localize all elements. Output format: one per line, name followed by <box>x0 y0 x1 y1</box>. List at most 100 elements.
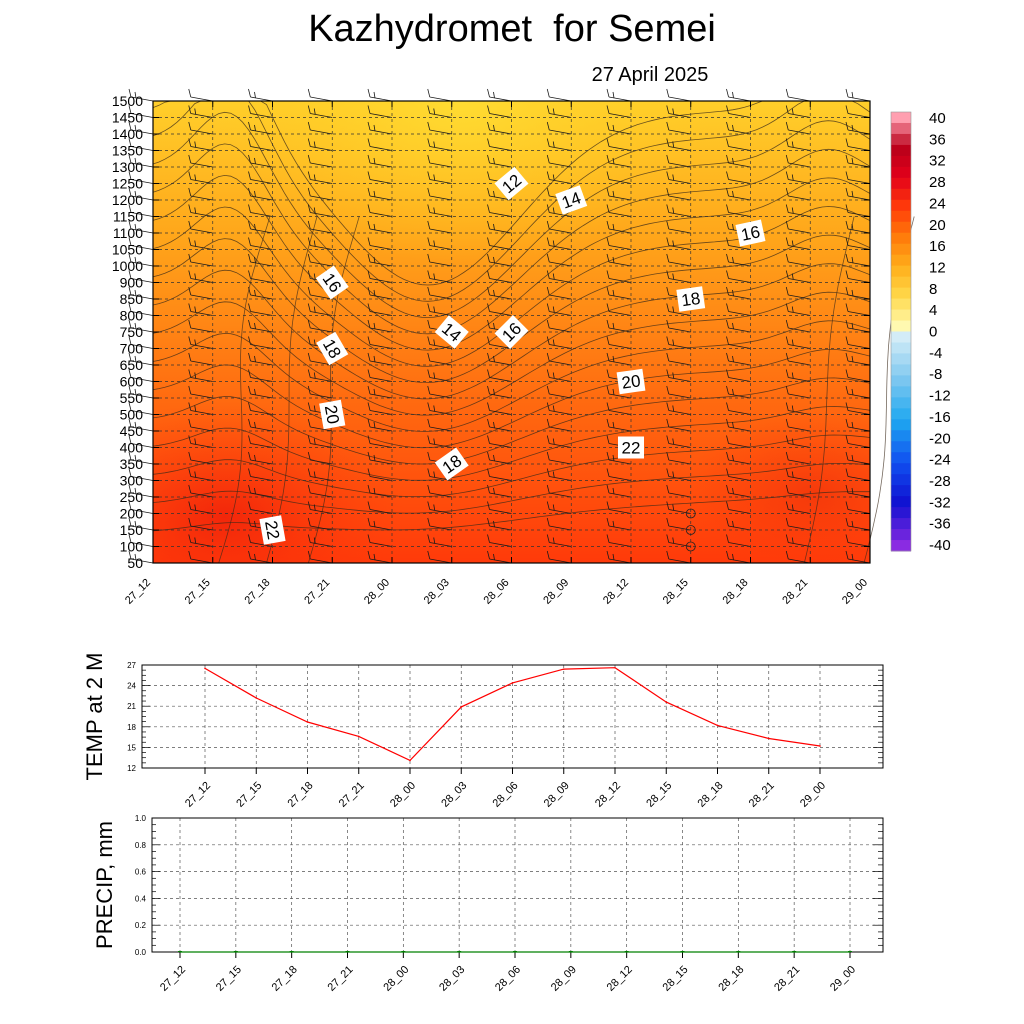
wind-barb <box>666 121 691 135</box>
wind-barb <box>785 303 811 316</box>
wind-barb <box>367 319 393 333</box>
panel-y-tick-label: 0.8 <box>135 841 147 850</box>
wind-barb <box>188 154 213 168</box>
wind-barb <box>606 88 632 102</box>
wind-barb <box>248 237 273 250</box>
wind-barb <box>785 154 811 168</box>
wind-barb <box>307 204 333 217</box>
wind-barb <box>427 418 452 432</box>
wind-barb <box>845 501 871 514</box>
wind-barb <box>128 171 154 184</box>
wind-barb <box>726 286 751 300</box>
colorbar-swatch <box>891 474 911 486</box>
wind-barb <box>427 138 452 151</box>
wind-barb <box>188 501 213 514</box>
contour-line <box>152 377 871 465</box>
colorbar-swatch <box>891 331 911 343</box>
wind-barb <box>248 418 273 432</box>
wind-barb <box>487 468 512 481</box>
wind-barb <box>427 385 452 399</box>
wind-barb <box>785 286 811 300</box>
panel-x-tick-label: 28_00 <box>381 964 411 994</box>
wind-barb <box>785 105 811 118</box>
wind-barb <box>128 484 154 498</box>
wind-barb <box>785 237 811 250</box>
panel-x-tick-label: 28_15 <box>644 780 674 810</box>
colorbar-swatch <box>891 276 911 289</box>
wind-barb <box>785 352 811 366</box>
wind-barb <box>606 253 632 267</box>
wind-barb <box>307 237 333 250</box>
wind-barb <box>188 468 213 481</box>
wind-barb <box>546 121 572 135</box>
colorbar-swatch <box>891 188 911 201</box>
wind-barb <box>546 402 572 415</box>
temperature-point <box>767 737 770 740</box>
wind-barb <box>666 402 691 415</box>
wind-barb <box>726 171 751 184</box>
wind-barb <box>606 270 632 283</box>
contour-label: 16 <box>735 219 766 247</box>
colorbar-swatch <box>891 112 911 124</box>
wind-barb <box>128 237 154 250</box>
contour-label-bg <box>259 515 286 545</box>
wind-barb <box>785 121 811 135</box>
wind-barb <box>845 352 871 366</box>
wind-barb <box>427 270 452 283</box>
colorbar-swatch <box>891 221 911 234</box>
wind-barb <box>367 352 393 366</box>
wind-barb <box>785 435 811 448</box>
y-tick-label: 1150 <box>113 209 143 225</box>
wind-barb <box>785 171 811 184</box>
panel-x-tick-label: 28_00 <box>388 780 418 810</box>
y-tick-label: 1400 <box>112 126 143 142</box>
wind-barb <box>666 171 691 184</box>
wind-barb <box>606 501 632 514</box>
wind-barb <box>248 369 273 382</box>
wind-barb <box>546 204 572 217</box>
y-tick-label: 1450 <box>112 110 143 126</box>
wind-barb <box>427 237 452 250</box>
wind-barb <box>546 171 572 184</box>
contour-label-text: 18 <box>680 289 701 310</box>
precipitation-bar <box>289 951 294 952</box>
wind-barb <box>666 138 691 151</box>
wind-barb <box>307 550 333 564</box>
wind-barb <box>427 336 452 349</box>
colorbar-label: -28 <box>929 473 951 490</box>
contour-label-bg <box>616 368 646 395</box>
wind-barb <box>606 204 632 217</box>
wind-barb <box>128 501 154 514</box>
wind-barb <box>666 303 691 316</box>
wind-barb <box>726 484 751 498</box>
temperature-point <box>511 682 514 684</box>
wind-barb <box>367 501 393 514</box>
wind-barb <box>726 105 751 118</box>
wind-barb <box>248 286 273 300</box>
wind-barb <box>487 369 512 382</box>
wind-barb <box>367 88 393 102</box>
panel-y-axis-label: PRECIP, mm <box>92 821 117 949</box>
wind-barb <box>845 270 871 283</box>
wind-barb <box>188 517 213 531</box>
wind-barb <box>128 319 154 333</box>
y-tick-label: 650 <box>120 357 144 373</box>
wind-barb <box>487 270 512 283</box>
panel-x-tick-label: 28_09 <box>549 964 579 994</box>
wind-barb <box>726 204 751 217</box>
wind-barb <box>785 517 811 531</box>
contour-label-text: 20 <box>620 371 641 392</box>
wind-barb <box>307 121 333 135</box>
wind-barb <box>666 418 691 432</box>
panel-y-tick-label: 0.6 <box>135 868 147 877</box>
x-tick-label: 28_15 <box>661 577 691 607</box>
colorbar-label: 24 <box>929 195 946 212</box>
contour-label: 14 <box>555 185 588 215</box>
precipitation-bar <box>345 951 350 952</box>
wind-barb <box>666 468 691 481</box>
wind-barb <box>367 237 393 250</box>
wind-barb <box>367 204 393 217</box>
colorbar-label: 4 <box>929 302 937 319</box>
wind-barb <box>606 336 632 349</box>
panel-y-tick-label: 12 <box>127 764 136 773</box>
